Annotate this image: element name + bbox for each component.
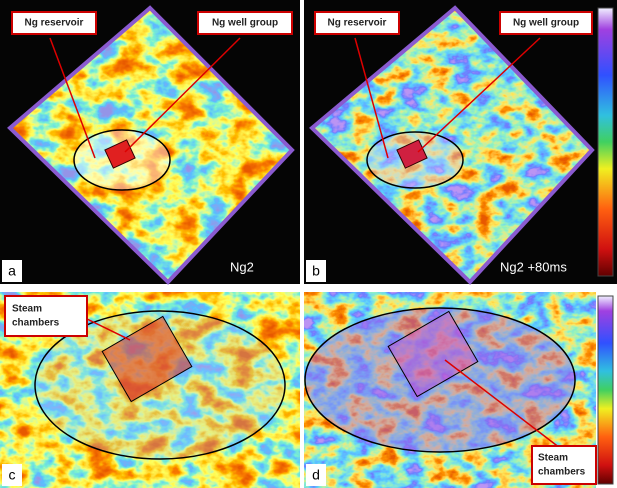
panel-letter: b: [312, 263, 320, 279]
callout-text: Steam: [12, 304, 42, 315]
colorbar: [598, 296, 613, 484]
callout-text: chambers: [538, 467, 586, 478]
figure: Ng reservoir Ng well group a Ng2 Ng rese…: [0, 0, 617, 488]
colorbar: [598, 8, 613, 276]
callout-text: Steam: [538, 453, 568, 464]
caption: Ng2 +80ms: [500, 259, 567, 274]
callout-text: Ng well group: [212, 18, 278, 29]
panel-letter: d: [312, 467, 320, 483]
callout-text: Ng reservoir: [25, 18, 84, 29]
panel-letter: c: [9, 467, 16, 483]
callout-text: Ng well group: [513, 18, 579, 29]
panel-letter: a: [8, 263, 16, 279]
callout-text: Ng reservoir: [328, 18, 387, 29]
callout-text: chambers: [12, 318, 60, 329]
callout: [5, 296, 87, 336]
caption: Ng2: [230, 259, 254, 274]
